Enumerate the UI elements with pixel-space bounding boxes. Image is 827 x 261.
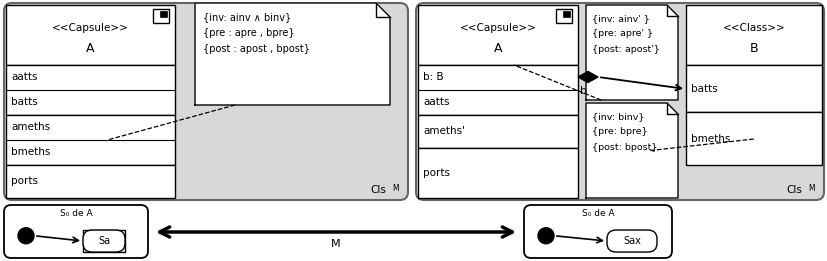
FancyBboxPatch shape <box>4 3 408 200</box>
Text: M: M <box>392 184 399 193</box>
Circle shape <box>18 228 34 244</box>
Bar <box>686 5 822 65</box>
Bar <box>6 5 175 65</box>
Text: bmeths: bmeths <box>11 147 50 157</box>
Text: ports: ports <box>423 168 450 178</box>
Text: M: M <box>808 184 815 193</box>
Bar <box>6 65 175 115</box>
Text: aatts: aatts <box>423 97 450 107</box>
Text: {inv: ainv' }: {inv: ainv' } <box>592 15 650 23</box>
Polygon shape <box>195 3 390 105</box>
Polygon shape <box>586 103 678 198</box>
Bar <box>686 65 822 112</box>
Text: {post: bpost}: {post: bpost} <box>592 143 657 151</box>
Bar <box>686 112 822 165</box>
FancyBboxPatch shape <box>524 205 672 258</box>
Bar <box>418 148 578 198</box>
Bar <box>6 115 175 165</box>
Text: A: A <box>494 42 502 55</box>
Text: {inv: binv}: {inv: binv} <box>592 112 644 122</box>
Text: batts: batts <box>691 84 718 94</box>
FancyBboxPatch shape <box>416 3 824 200</box>
FancyBboxPatch shape <box>83 230 125 252</box>
Text: <<Capsule>>: <<Capsule>> <box>460 23 537 33</box>
Bar <box>563 11 570 17</box>
Bar <box>153 9 169 23</box>
Text: Sax: Sax <box>623 236 641 246</box>
Bar <box>6 165 175 198</box>
Text: ameths: ameths <box>11 122 50 132</box>
Text: Cls: Cls <box>370 185 386 195</box>
Bar <box>418 65 578 115</box>
Text: S₀ de A: S₀ de A <box>60 210 93 218</box>
Bar <box>83 230 125 252</box>
Text: ports: ports <box>11 176 38 186</box>
Bar <box>418 5 578 65</box>
Text: S₀ de A: S₀ de A <box>581 210 614 218</box>
Text: aatts: aatts <box>11 72 37 82</box>
Bar <box>160 11 167 17</box>
Text: ameths': ameths' <box>423 126 465 136</box>
FancyBboxPatch shape <box>4 205 148 258</box>
Text: Sa: Sa <box>98 236 110 246</box>
Text: {pre: apre' }: {pre: apre' } <box>592 29 653 39</box>
Text: <<Capsule>>: <<Capsule>> <box>52 23 129 33</box>
Text: b: b <box>580 86 586 96</box>
Bar <box>556 9 572 23</box>
Text: B: B <box>750 42 758 55</box>
Text: A: A <box>86 42 95 55</box>
FancyBboxPatch shape <box>607 230 657 252</box>
Polygon shape <box>578 72 598 82</box>
Text: {pre: bpre}: {pre: bpre} <box>592 128 648 137</box>
Text: {post: apost'}: {post: apost'} <box>592 44 660 54</box>
Circle shape <box>538 228 554 244</box>
Text: M: M <box>331 239 341 249</box>
Text: {pre : apre , bpre}: {pre : apre , bpre} <box>203 28 294 38</box>
Polygon shape <box>586 5 678 100</box>
Bar <box>418 115 578 148</box>
Text: b: B: b: B <box>423 72 443 82</box>
Text: batts: batts <box>11 97 38 107</box>
Text: bmeths: bmeths <box>691 134 730 144</box>
Text: {post : apost , bpost}: {post : apost , bpost} <box>203 44 310 54</box>
Text: <<Class>>: <<Class>> <box>723 23 786 33</box>
Text: {inv: ainv ∧ binv}: {inv: ainv ∧ binv} <box>203 12 291 22</box>
Text: Cls: Cls <box>786 185 802 195</box>
